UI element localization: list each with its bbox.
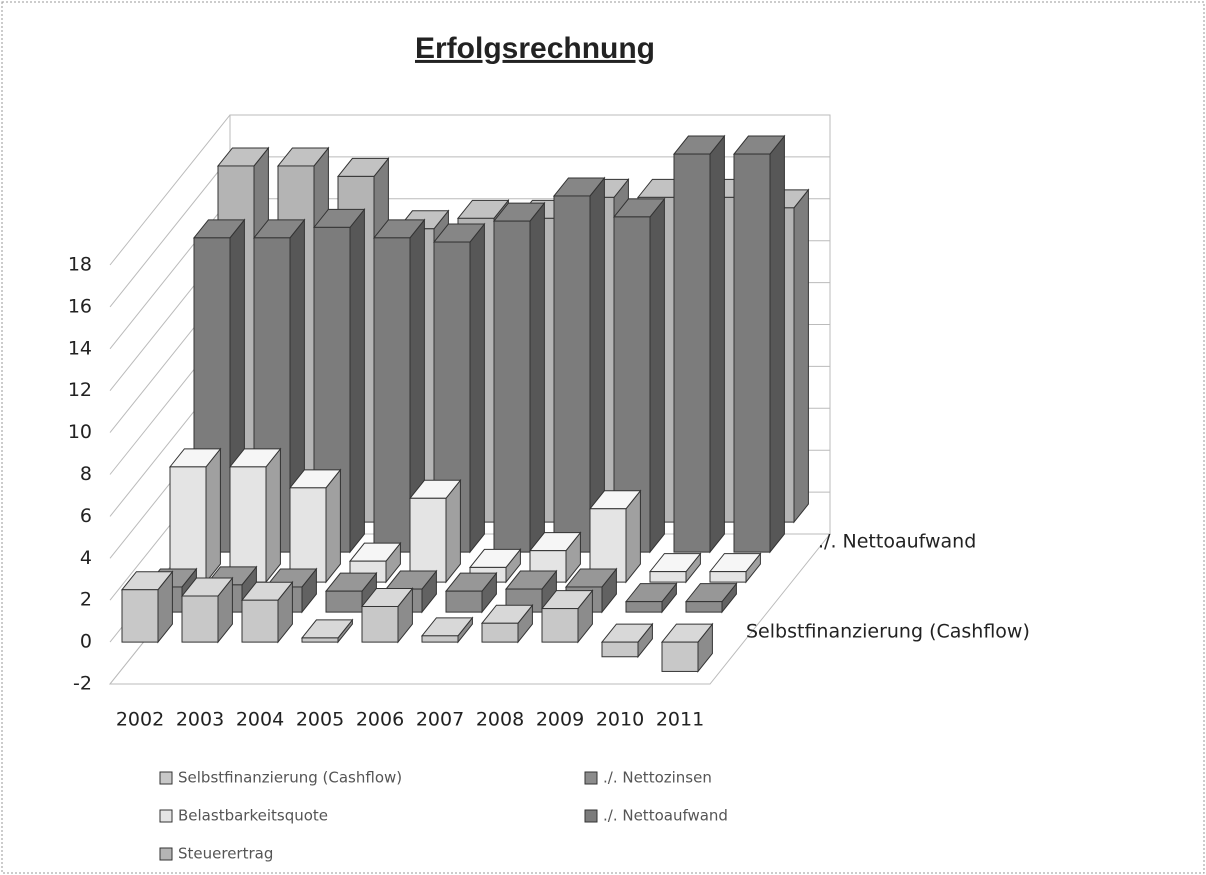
bar-front [481, 622, 519, 643]
x-tick-label: 2011 [656, 709, 704, 731]
bar [240, 580, 294, 644]
bar-front [373, 237, 411, 553]
y-tick-label: 0 [80, 631, 92, 653]
x-tick-label: 2007 [416, 709, 464, 731]
bar [360, 587, 414, 644]
bar [480, 603, 534, 644]
bar-front [673, 153, 711, 553]
bar-front [325, 590, 363, 613]
bar [288, 468, 342, 584]
bar-front [181, 595, 219, 643]
bar-side [649, 197, 665, 554]
bar [684, 582, 738, 614]
y-tick-label: 18 [68, 254, 92, 276]
bar-front [169, 466, 207, 583]
bar-front [361, 605, 399, 643]
bar-front [649, 571, 687, 583]
x-tick-label: 2003 [176, 709, 224, 731]
bar-side [769, 134, 785, 554]
y-tick-label: 2 [80, 589, 92, 611]
legend-swatch [584, 809, 598, 823]
bar-front [229, 466, 267, 583]
bar-side [349, 207, 365, 554]
y-tick-label: 14 [68, 337, 92, 359]
legend-swatch [159, 847, 173, 861]
bar [552, 176, 606, 554]
y-tick-label: -2 [73, 673, 92, 695]
bar [708, 552, 762, 584]
depth-label: ./. Nettoaufwand [818, 531, 976, 553]
bar-side [709, 134, 725, 554]
bar-front [709, 571, 747, 583]
legend-label: Selbstfinanzierung (Cashflow) [178, 769, 402, 787]
bar-side [325, 468, 341, 584]
bar [624, 582, 678, 614]
bar-side [205, 447, 221, 584]
x-tick-label: 2009 [536, 709, 584, 731]
y-tick-label: 6 [80, 505, 92, 527]
bar [600, 622, 654, 659]
x-tick-label: 2006 [356, 709, 404, 731]
bar [372, 218, 426, 554]
bar [120, 570, 174, 644]
x-tick-label: 2004 [236, 709, 284, 731]
y-tick-label: 10 [68, 421, 92, 443]
bar-front [601, 641, 639, 658]
legend-label: ./. Nettoaufwand [603, 807, 728, 825]
bar [492, 201, 546, 554]
bar-front [733, 153, 771, 553]
bar-front [445, 590, 483, 613]
legend-label: ./. Nettozinsen [603, 769, 712, 787]
bar-front [421, 635, 459, 643]
bar-side [265, 447, 281, 584]
legend-label: Steuerertrag [178, 845, 273, 863]
x-tick-label: 2002 [116, 709, 164, 731]
chart-title: Erfolgsrechnung [415, 32, 655, 65]
bar-front [409, 497, 447, 583]
legend-swatch [159, 771, 173, 785]
bar-front [685, 601, 723, 613]
grid-line [109, 114, 830, 266]
bar [648, 552, 702, 584]
bar [408, 478, 462, 584]
bar-side [469, 222, 485, 554]
bar-front [289, 487, 327, 583]
y-tick-label: 16 [68, 295, 92, 317]
bar [660, 622, 714, 673]
bar [444, 571, 498, 614]
bar-front [121, 589, 159, 643]
bar [672, 134, 726, 554]
bar-side [793, 188, 809, 524]
x-tick-label: 2010 [596, 709, 644, 731]
bar-front [661, 641, 699, 672]
bar [228, 447, 282, 584]
bar-front [541, 608, 579, 643]
bar-front [301, 637, 339, 643]
bar [504, 569, 558, 614]
y-tick-label: 8 [80, 463, 92, 485]
bar-front [625, 601, 663, 613]
bar [540, 589, 594, 644]
bar [420, 616, 474, 644]
bar-front [553, 195, 591, 553]
y-tick-label: 12 [68, 379, 92, 401]
legend-swatch [584, 771, 598, 785]
x-tick-label: 2008 [476, 709, 524, 731]
y-tick-label: 4 [80, 547, 92, 569]
bar [168, 447, 222, 584]
bar-side [529, 201, 545, 554]
legend-swatch [159, 809, 173, 823]
bar-front [493, 220, 531, 553]
bar-front [241, 599, 279, 643]
depth-label: Selbstfinanzierung (Cashflow) [746, 621, 1030, 643]
x-tick-label: 2005 [296, 709, 344, 731]
bar [588, 489, 642, 584]
bar [300, 618, 354, 644]
legend-label: Belastbarkeitsquote [178, 807, 328, 825]
bar [180, 576, 234, 644]
bar [732, 134, 786, 554]
bar [528, 531, 582, 584]
